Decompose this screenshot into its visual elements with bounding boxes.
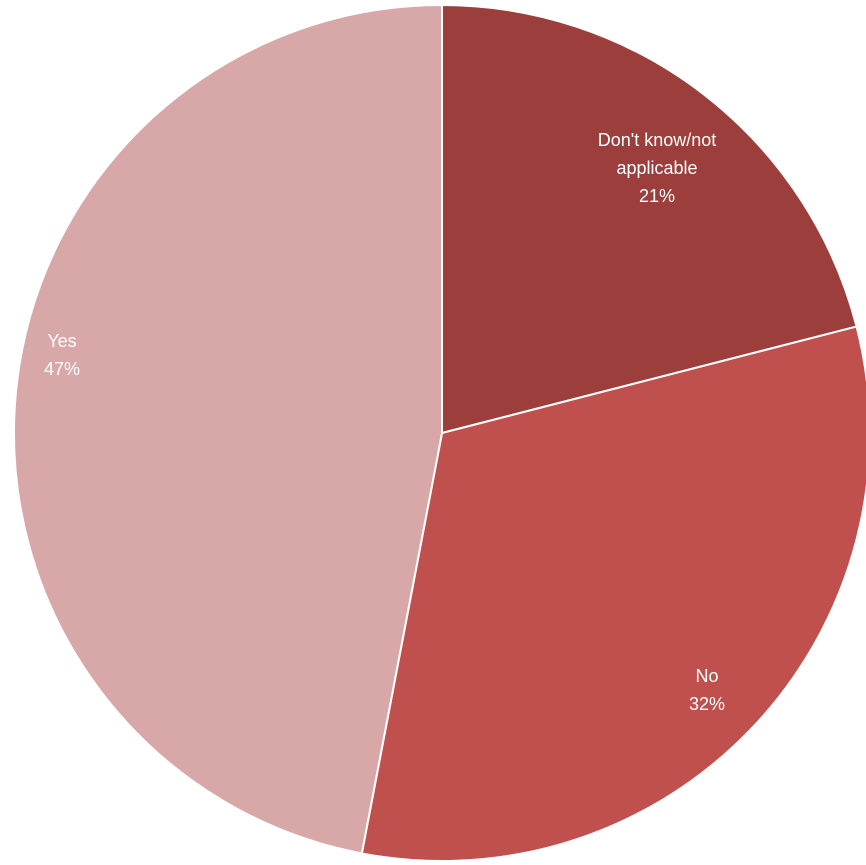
data-label-2: No 32% [689, 666, 725, 714]
data-label-1-line-3: 21% [639, 186, 675, 206]
data-label-1-line-2: applicable [616, 158, 697, 178]
data-label-2-line-1: No [695, 666, 718, 686]
data-label-1: Don't know/not applicable 21% [598, 130, 717, 206]
pie-slice-3 [13, 3, 443, 855]
pie-slice-2 [360, 325, 866, 862]
pie-slice-1 [441, 3, 858, 435]
data-label-3-line-2: 47% [44, 359, 80, 379]
data-label-3-line-1: Yes [47, 331, 76, 351]
data-label-1-line-1: Don't know/not [598, 130, 717, 150]
data-label-3: Yes 47% [44, 331, 80, 379]
pie-slices [13, 3, 866, 862]
data-label-2-line-2: 32% [689, 694, 725, 714]
pie-data-labels: Don't know/not applicable 21% No 32% Yes 47% [44, 130, 725, 714]
